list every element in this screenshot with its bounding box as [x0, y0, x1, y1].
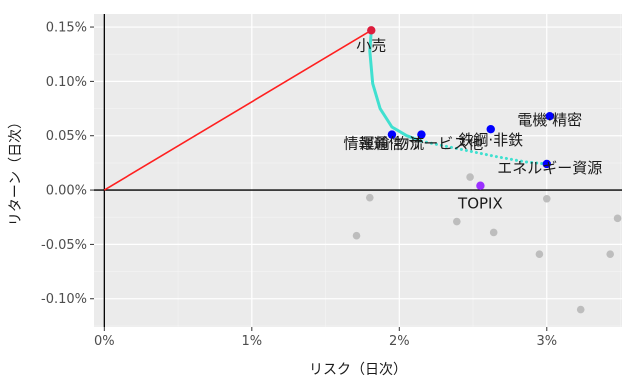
data-point — [367, 26, 376, 35]
other-point — [365, 193, 374, 202]
zero-axes — [94, 14, 622, 327]
x-tick-label: 2% — [389, 334, 410, 349]
other-points — [352, 173, 622, 314]
point-label: TOPIX — [457, 195, 503, 213]
x-tick-label: 1% — [241, 334, 262, 349]
labeled-points — [367, 26, 554, 190]
point-label: 鉄鋼·非鉄 — [458, 131, 523, 149]
other-point — [542, 194, 551, 203]
data-point — [476, 181, 485, 190]
y-tick-label: 0.05% — [46, 129, 87, 144]
data-point — [387, 130, 397, 139]
point-label: 運輸·物流 — [360, 135, 425, 153]
point-label: 電機·精密 — [517, 111, 582, 129]
other-point — [613, 214, 622, 223]
point-label: 小売 — [356, 36, 386, 54]
other-point — [606, 250, 615, 258]
data-point — [545, 111, 554, 121]
lines — [103, 28, 549, 191]
y-tick-label: 0.15% — [46, 21, 87, 36]
y-axis-title: リターン（日次） — [8, 115, 24, 226]
frontier-solid-line — [368, 28, 423, 143]
other-point — [352, 231, 361, 240]
data-point — [542, 159, 551, 169]
y-tick-label: -0.05% — [41, 238, 87, 253]
point-label: 情報通信·サービス他 — [344, 135, 484, 153]
x-axis-title: リスク（日次） — [309, 362, 407, 378]
y-tick-label: 0.10% — [46, 75, 87, 90]
plot-panel — [94, 14, 622, 327]
y-tick-label: -0.10% — [41, 292, 87, 307]
y-tick-label: 0.00% — [46, 184, 87, 199]
other-point — [576, 305, 585, 314]
other-point — [535, 250, 544, 258]
other-point — [453, 217, 461, 226]
frontier-dotted-line — [419, 139, 549, 166]
other-point — [466, 173, 474, 181]
tangent-line — [103, 29, 372, 191]
tick-labels: 0% 1% 2% 3% -0.10% -0.05% 0.00% 0.05% 0.10% 0.15% — [41, 21, 557, 349]
x-tick-label: 3% — [536, 334, 557, 349]
other-point — [489, 228, 498, 237]
x-tick-label: 0% — [94, 334, 115, 349]
data-point — [417, 130, 426, 139]
data-point — [486, 125, 495, 134]
point-label: エネルギー資源 — [497, 159, 602, 177]
